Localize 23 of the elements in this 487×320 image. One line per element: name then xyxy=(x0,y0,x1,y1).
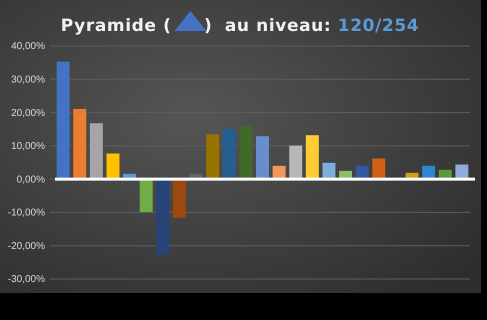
bar xyxy=(256,136,269,180)
bar xyxy=(156,179,170,254)
bar xyxy=(206,134,220,180)
y-tick-label: 10,00% xyxy=(11,141,46,152)
bar xyxy=(239,126,252,180)
y-tick-label: 20,00% xyxy=(11,108,46,119)
bar xyxy=(140,179,153,212)
bar xyxy=(172,179,186,218)
y-tick-label: -10,00% xyxy=(8,208,46,219)
y-tick-label: -20,00% xyxy=(8,240,46,252)
bar xyxy=(90,123,103,180)
y-tick-label: -30,00% xyxy=(8,274,46,286)
bar xyxy=(56,62,70,180)
y-tick-label: 0,00% xyxy=(16,174,46,186)
bar xyxy=(106,154,120,180)
y-tick-label: 30,00% xyxy=(11,74,46,86)
chart-title: Pyramide ( ) au niveau: 120/254 xyxy=(60,16,420,36)
bar xyxy=(289,146,302,180)
y-tick-label: 40,00% xyxy=(11,41,46,52)
bar xyxy=(73,108,86,180)
bar xyxy=(306,135,319,180)
bar xyxy=(222,129,236,180)
bar xyxy=(372,158,386,180)
